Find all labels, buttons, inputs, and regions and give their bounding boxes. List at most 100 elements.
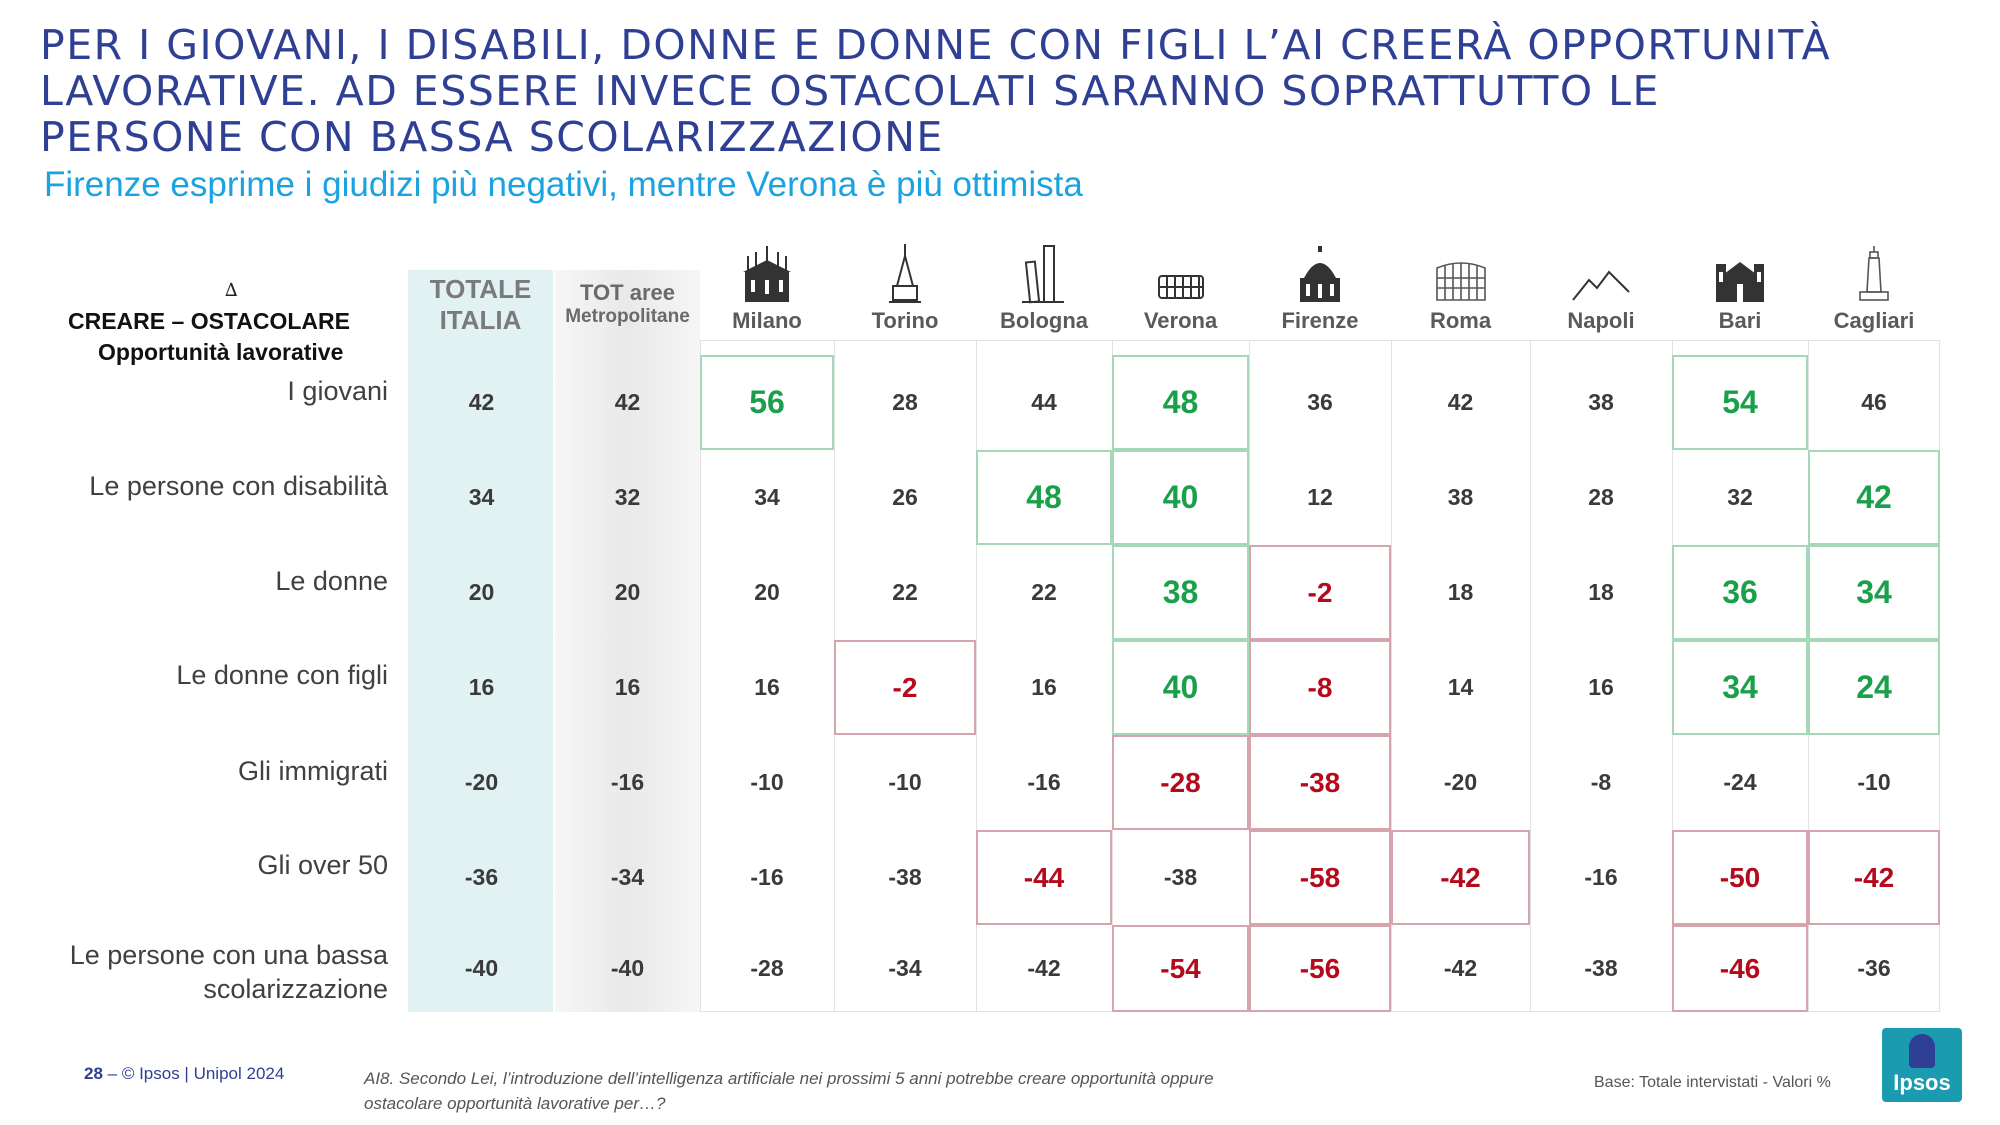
footer-base: Base: Totale intervistati - Valori % xyxy=(1594,1074,1831,1091)
table-cell: -42 xyxy=(1443,955,1478,981)
table-cell: 38 xyxy=(1112,545,1249,640)
title-line: PERSONE CON BASSA SCOLARIZZAZIONE xyxy=(40,113,944,161)
row-label: Le donne con figli xyxy=(176,660,388,690)
table-cell: 20 xyxy=(614,579,641,605)
city-name: Torino xyxy=(871,308,939,333)
table-cell: -2 xyxy=(1249,545,1391,640)
table-cell: 18 xyxy=(1588,579,1614,605)
city-name: Bari xyxy=(1718,308,1762,333)
city-header-torino: Torino xyxy=(834,240,976,340)
header-totale-line: TOTALE xyxy=(429,274,532,304)
table-header-measure: CREARE – OSTACOLARE xyxy=(68,308,350,334)
table-cell: 54 xyxy=(1672,355,1808,450)
table-cell: -20 xyxy=(1443,769,1478,795)
duomo-firenze-icon xyxy=(1300,246,1340,302)
city-header-milano: Milano xyxy=(700,240,834,340)
table-cell: 28 xyxy=(1588,484,1614,510)
mole-antonelliana-icon xyxy=(889,244,921,303)
table-cell: 34 xyxy=(1808,545,1940,640)
vesuvio-icon xyxy=(1572,270,1630,301)
table-cell: 24 xyxy=(1808,640,1940,735)
due-torri-icon xyxy=(1022,245,1064,304)
city-name: Verona xyxy=(1143,308,1218,333)
city-name: Milano xyxy=(732,308,802,333)
city-header-napoli: Napoli xyxy=(1530,240,1672,340)
row-label: Gli over 50 xyxy=(257,850,388,880)
table-cell: -56 xyxy=(1249,925,1391,1012)
question-line: ostacolare opportunità lavorative per…? xyxy=(364,1094,666,1113)
footer-question: AI8. Secondo Lei, l’introduzione dell’in… xyxy=(364,1066,1364,1116)
table-cell: -28 xyxy=(750,955,784,981)
delta-symbol: ∆ xyxy=(225,280,238,301)
page-subtitle: Firenze esprime i giudizi più negativi, … xyxy=(44,165,1083,204)
table-cell: -2 xyxy=(834,640,976,735)
table-cell: 34 xyxy=(754,484,780,510)
table-cell: 32 xyxy=(1727,484,1753,510)
table-cell: -16 xyxy=(1584,864,1618,890)
table-cell: 40 xyxy=(1112,450,1249,545)
table-cell: -38 xyxy=(1249,735,1391,830)
table-cell: -24 xyxy=(1723,769,1757,795)
totale-italia-column xyxy=(408,270,553,1012)
table-cell: 40 xyxy=(1112,640,1249,735)
table-cell: 38 xyxy=(1588,389,1614,415)
table-cell: -50 xyxy=(1672,830,1808,925)
ipsos-logo: Ipsos xyxy=(1882,1028,1962,1102)
table-cell: 16 xyxy=(1588,674,1614,700)
table-cell: -38 xyxy=(1584,955,1618,981)
header-italia-line: ITALIA xyxy=(439,305,522,335)
table-cell: 44 xyxy=(1031,389,1057,415)
table-cell: -40 xyxy=(610,955,645,981)
table-header-topic: Opportunità lavorative xyxy=(98,339,344,365)
row-label: Le persone con disabilità xyxy=(89,471,388,501)
table-cell: 28 xyxy=(892,389,918,415)
table-cell: 34 xyxy=(1672,640,1808,735)
table-cell: 42 xyxy=(614,389,641,415)
table-cell: 42 xyxy=(1808,450,1940,545)
table-cell: 16 xyxy=(468,674,495,700)
table-cell: 46 xyxy=(1861,389,1887,415)
header-tot-metropolitane: TOT aree Metropolitane xyxy=(555,280,700,328)
table-cell: -16 xyxy=(610,769,645,795)
title-line: LAVORATIVE. AD ESSERE INVECE OSTACOLATI … xyxy=(40,67,1660,115)
city-header-verona: Verona xyxy=(1112,240,1249,340)
table-cell: -20 xyxy=(464,769,499,795)
colosseo-icon xyxy=(1435,262,1486,301)
table-cell: -36 xyxy=(464,864,499,890)
title-line: PER I GIOVANI, I DISABILI, DONNE E DONNE… xyxy=(40,21,1832,69)
city-name: Bologna xyxy=(1000,308,1088,333)
table-cell: -46 xyxy=(1672,925,1808,1012)
grid-line xyxy=(976,340,977,1012)
table-cell: -42 xyxy=(1027,955,1061,981)
table-cell: 32 xyxy=(614,484,641,510)
table-cell: 36 xyxy=(1307,389,1333,415)
table-cell: -42 xyxy=(1808,830,1940,925)
table-cell: 38 xyxy=(1447,484,1474,510)
table-cell: 42 xyxy=(1447,389,1474,415)
table-cell: -58 xyxy=(1249,830,1391,925)
table-cell: 14 xyxy=(1447,674,1474,700)
table-cell: -38 xyxy=(1163,864,1198,890)
table-cell: 26 xyxy=(892,484,918,510)
table-cell: -10 xyxy=(888,769,922,795)
table-cell: 34 xyxy=(468,484,495,510)
table-cell: 20 xyxy=(754,579,780,605)
table-cell: -34 xyxy=(888,955,922,981)
city-name: Cagliari xyxy=(1833,308,1915,333)
city-header-firenze: Firenze xyxy=(1249,240,1391,340)
ipsos-logo-text: Ipsos xyxy=(1893,1070,1951,1095)
table-cell: 42 xyxy=(468,389,495,415)
row-label: I giovani xyxy=(287,376,388,406)
tot-metropolitane-column xyxy=(555,270,700,1012)
table-cell: 56 xyxy=(700,355,834,450)
city-header-bologna: Bologna xyxy=(976,240,1112,340)
table-cell: -40 xyxy=(464,955,499,981)
table-cell: 16 xyxy=(614,674,641,700)
header-tot-aree-line: TOT aree xyxy=(580,280,675,305)
table-cell: -54 xyxy=(1112,925,1249,1012)
city-name: Roma xyxy=(1429,308,1492,333)
header-metropolitane-line: Metropolitane xyxy=(565,306,690,327)
ipsos-logo-mark xyxy=(1909,1034,1935,1068)
table-cell: -28 xyxy=(1112,735,1249,830)
table-cell: -36 xyxy=(1857,955,1891,981)
